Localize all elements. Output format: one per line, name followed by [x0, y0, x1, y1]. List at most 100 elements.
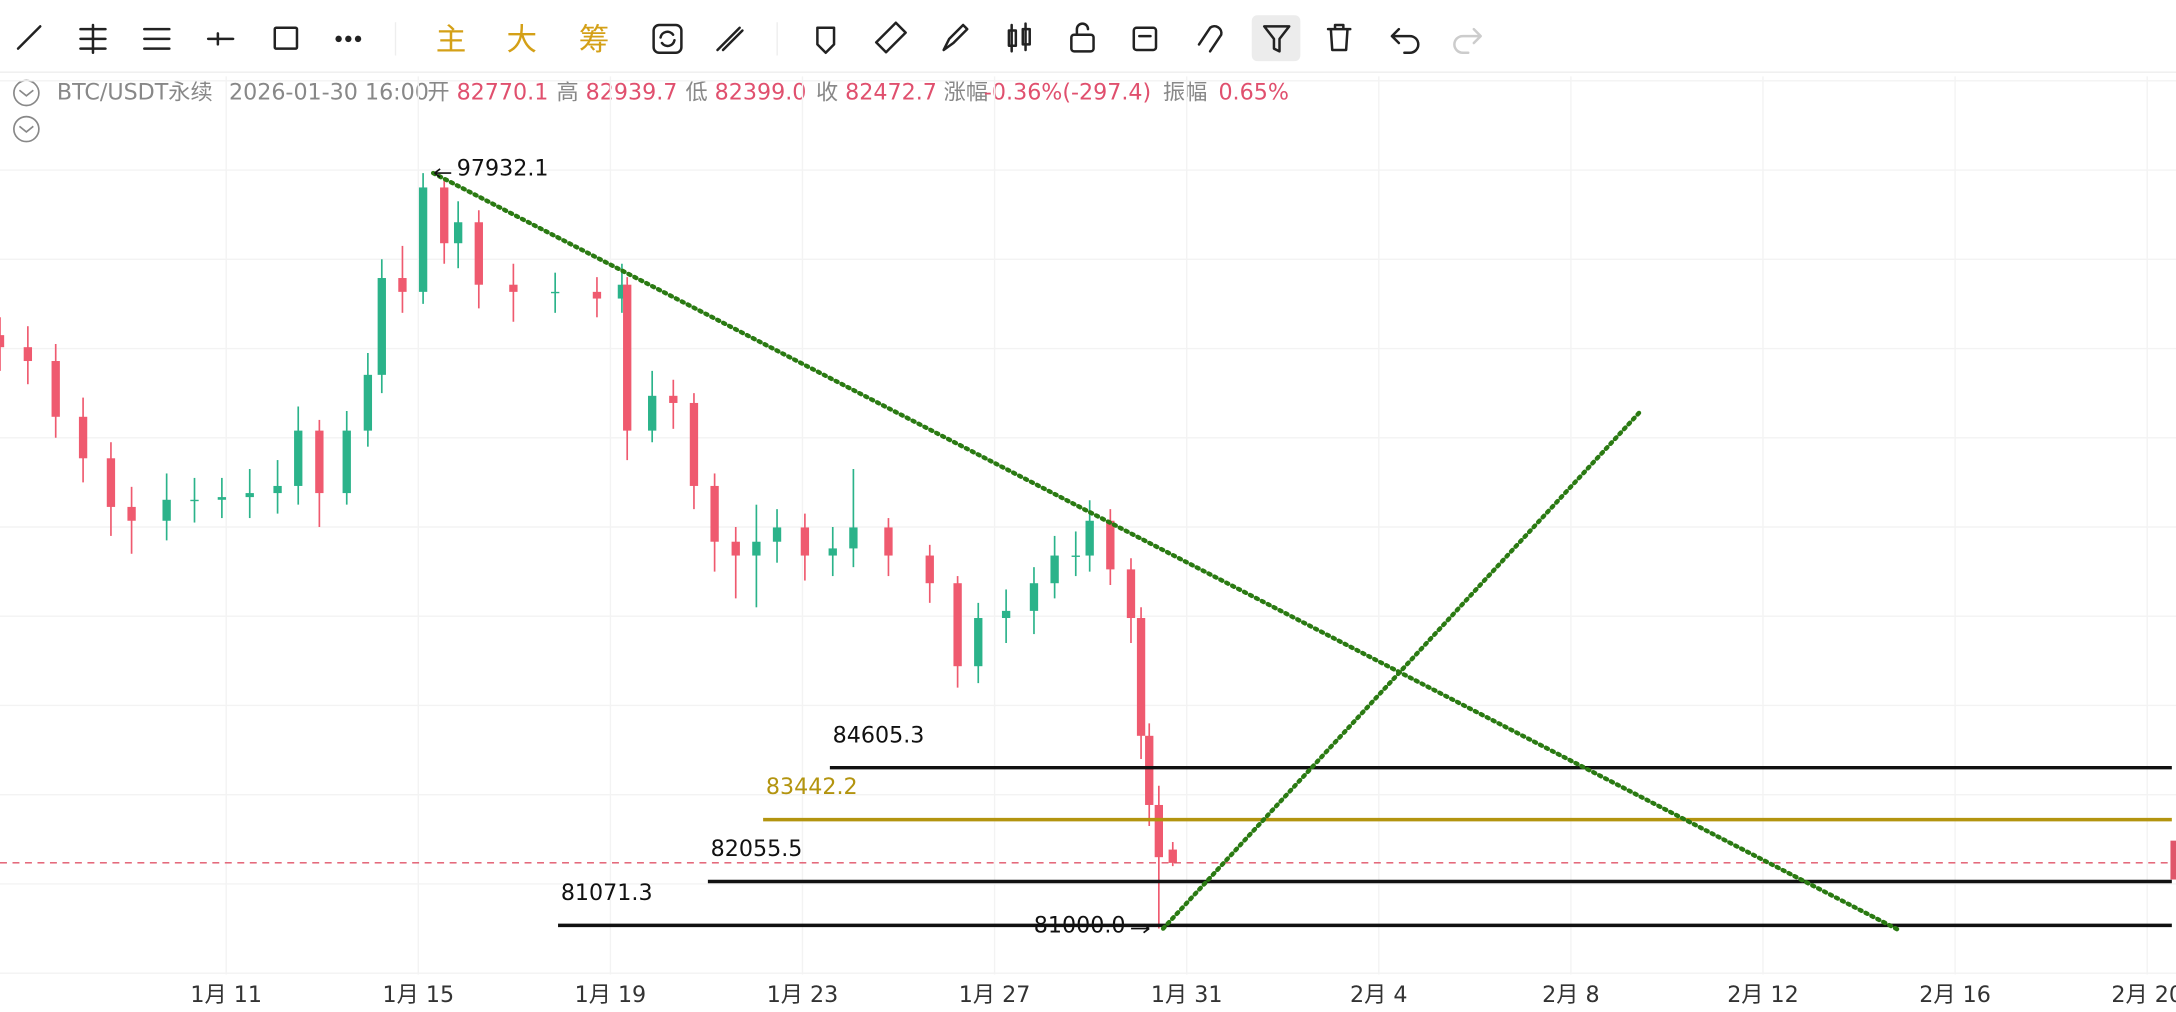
candle-body: [440, 187, 449, 244]
line-tool[interactable]: [16, 25, 42, 50]
undo-tool[interactable]: [1390, 27, 1420, 55]
candle-body: [273, 485, 282, 494]
x-tick-label: 1月 27: [959, 982, 1031, 1008]
x-tick-label: 2月 8: [1542, 982, 1599, 1008]
time: 2026-01-30 16:00: [229, 80, 429, 106]
magnet-tool[interactable]: [1197, 25, 1223, 53]
field-name: 涨幅: [944, 80, 988, 106]
candle-body: [592, 291, 602, 299]
candle-body: [51, 361, 60, 417]
candle-body: [398, 278, 407, 292]
candle-body: [363, 374, 373, 431]
field-name: 振幅: [1163, 80, 1207, 106]
candle-body: [377, 278, 386, 375]
candle-body: [710, 485, 719, 542]
candle-body: [294, 430, 303, 486]
expand-icon[interactable]: [13, 115, 40, 143]
field-value: -0.36%(-297.4): [984, 80, 1151, 106]
horizontal-line-label: 82055.5: [711, 836, 803, 862]
annotation-arrow: [1131, 923, 1150, 934]
field-value: 82939.7: [586, 80, 678, 106]
tag-tool[interactable]: [816, 26, 836, 55]
candle-body: [669, 395, 678, 403]
toolbar: [16, 15, 1482, 62]
expand-icons: [13, 79, 40, 143]
candle-body: [78, 416, 88, 459]
candle-body: [800, 527, 810, 556]
candle-body: [752, 541, 761, 556]
x-tick-label: 2月 4: [1350, 982, 1407, 1008]
candle-body: [849, 527, 858, 549]
horizontal-line-label: 83442.2: [766, 774, 858, 800]
candle-body: [925, 555, 934, 584]
candle-body: [1145, 735, 1154, 805]
annotation-label: 81000.0: [1034, 912, 1126, 938]
x-tick-label: 1月 11: [190, 982, 262, 1008]
indicator-button[interactable]: 筹: [579, 23, 610, 58]
candle-body: [509, 284, 518, 292]
candle-body: [162, 499, 171, 521]
filter-tool[interactable]: [1262, 25, 1291, 53]
candle-body: [1085, 520, 1094, 556]
x-tick-label: 2月 12: [1727, 982, 1799, 1008]
lock-tool[interactable]: [1070, 22, 1095, 53]
annotation-label: 97932.1: [457, 155, 549, 181]
measure-tool[interactable]: [716, 26, 744, 52]
candle-body: [617, 284, 627, 299]
field-value: 82472.7: [845, 80, 937, 106]
field-name: 高: [556, 80, 578, 106]
candle-body: [1001, 610, 1011, 619]
x-tick-label: 1月 19: [575, 982, 647, 1008]
candle-tool[interactable]: [1007, 22, 1031, 53]
candle-body: [1029, 583, 1039, 611]
horizontal-line-label: 81071.3: [561, 880, 653, 906]
x-tick-label: 1月 15: [383, 982, 455, 1008]
candle-body: [828, 548, 837, 556]
candle-body: [474, 222, 483, 285]
note-tool[interactable]: [1132, 26, 1158, 52]
candle-body: [1106, 520, 1115, 570]
x-tick-label: 1月 23: [767, 982, 839, 1008]
candle-body: [1126, 569, 1136, 619]
redo-tool[interactable]: [1453, 27, 1482, 55]
candle-body: [953, 583, 962, 667]
candle-body: [1071, 555, 1080, 557]
candle-body: [623, 284, 632, 431]
field-value: 82770.1: [457, 80, 549, 106]
indicator-button[interactable]: 主: [436, 23, 467, 58]
candle-body: [453, 222, 463, 244]
more-tool[interactable]: [335, 35, 362, 43]
annotation-arrow: [434, 168, 452, 178]
candle-body: [772, 527, 782, 542]
candle-body: [418, 187, 428, 292]
candle-body: [731, 541, 740, 556]
field-value: 0.65%: [1218, 80, 1288, 106]
candle-body: [127, 506, 136, 521]
horizontal-line-label: 84605.3: [833, 722, 925, 748]
hline-tool[interactable]: [206, 32, 235, 46]
fib-tool[interactable]: [143, 27, 171, 50]
trend-line: [430, 170, 1902, 933]
candle-body: [1168, 849, 1177, 863]
symbol: BTC/USDT永续: [57, 80, 213, 106]
candle-body: [106, 458, 116, 507]
plot: 主 大 筹 BTC/USDT永续 2026-01-30 16:00开 82770.1 高 82…: [0, 23, 2176, 1008]
candle-body: [689, 402, 699, 486]
candle-body: [1154, 804, 1163, 858]
parallel-tool[interactable]: [79, 23, 107, 55]
candle-body: [974, 618, 983, 667]
filter-selected-bg: [1251, 15, 1301, 62]
candle-body: [217, 497, 227, 500]
indicator-button[interactable]: 大: [507, 23, 538, 58]
current-price-tag: [2170, 840, 2176, 880]
x-tick-label: 2月 16: [1919, 982, 1991, 1008]
ruler-tool[interactable]: [874, 21, 907, 54]
candle-body: [1136, 618, 1146, 736]
delete-tool[interactable]: [1326, 23, 1352, 52]
brush-tool[interactable]: [942, 23, 969, 52]
replay-tool[interactable]: [652, 23, 683, 55]
candle-body: [23, 347, 33, 362]
x-tick-label: 2月 20: [2111, 982, 2176, 1008]
rect-tool[interactable]: [273, 26, 299, 50]
